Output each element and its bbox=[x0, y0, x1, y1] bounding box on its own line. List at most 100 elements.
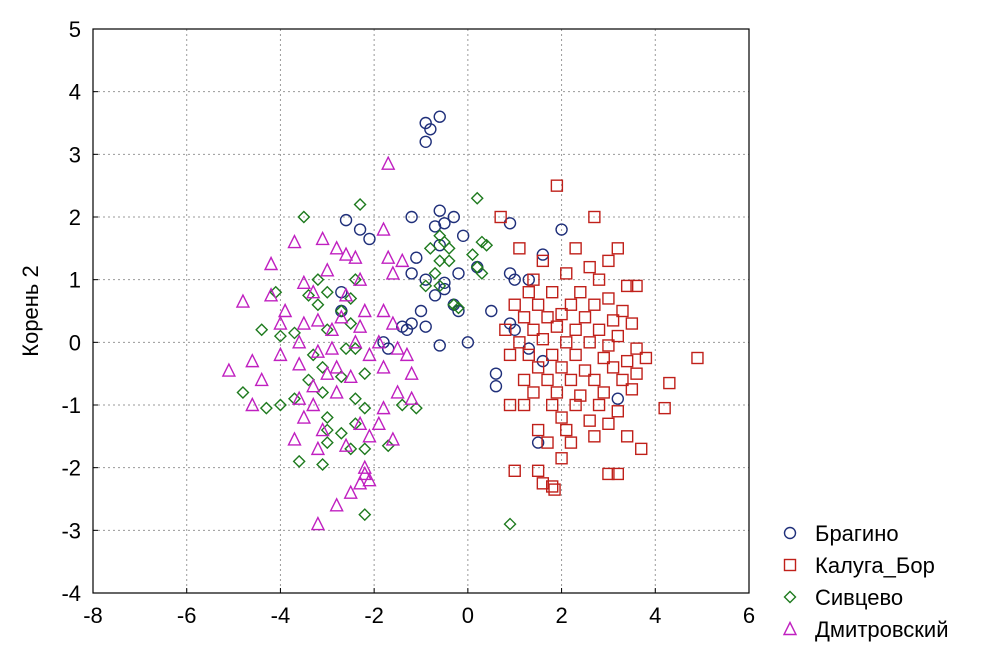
data-point bbox=[691, 351, 704, 365]
data-point bbox=[277, 302, 293, 318]
data-point bbox=[588, 373, 601, 387]
data-point bbox=[550, 386, 564, 399]
y-axis-ticks: -4 -3 -2 -1 0 1 2 3 4 5 bbox=[61, 17, 98, 606]
data-point bbox=[583, 336, 596, 349]
data-point bbox=[273, 398, 287, 412]
data-point bbox=[438, 282, 451, 296]
data-point bbox=[536, 354, 550, 368]
data-point bbox=[620, 354, 634, 368]
data-point bbox=[588, 430, 601, 443]
data-point bbox=[292, 454, 306, 468]
data-point bbox=[451, 301, 465, 315]
data-point bbox=[423, 241, 437, 255]
y-tick-label: -1 bbox=[61, 393, 81, 418]
data-point bbox=[433, 204, 446, 217]
data-point bbox=[442, 241, 456, 255]
data-point bbox=[546, 398, 559, 412]
data-point bbox=[550, 179, 564, 192]
data-point bbox=[410, 251, 423, 264]
data-point bbox=[611, 329, 624, 343]
y-tick-label: -2 bbox=[61, 456, 81, 481]
data-point bbox=[555, 361, 568, 374]
legend: Брагино Калуга_Бор Сивцево Дмитровский bbox=[782, 521, 949, 642]
data-point bbox=[522, 286, 535, 299]
data-point bbox=[546, 286, 559, 299]
data-point bbox=[442, 254, 456, 268]
data-point bbox=[254, 371, 269, 387]
data-point bbox=[348, 392, 362, 406]
data-point bbox=[352, 271, 368, 286]
data-point bbox=[255, 323, 269, 337]
data-point bbox=[536, 254, 550, 268]
data-point bbox=[517, 398, 531, 412]
data-point bbox=[357, 302, 372, 318]
x-tick-label: 4 bbox=[649, 603, 661, 628]
data-point bbox=[343, 484, 358, 499]
y-tick-label: 2 bbox=[69, 205, 81, 230]
y-tick-label: 5 bbox=[69, 17, 81, 42]
data-point bbox=[362, 472, 377, 487]
data-point bbox=[316, 458, 330, 472]
data-point bbox=[428, 266, 442, 280]
data-point bbox=[324, 321, 340, 336]
data-point bbox=[302, 373, 316, 387]
x-tick-label: 2 bbox=[555, 603, 567, 628]
data-point bbox=[517, 373, 531, 387]
grid-lines bbox=[93, 29, 749, 593]
data-point bbox=[592, 273, 606, 286]
legend-label: Дмитровский bbox=[815, 617, 949, 642]
data-point bbox=[263, 287, 279, 302]
data-point bbox=[508, 323, 521, 336]
data-point bbox=[310, 343, 326, 358]
data-point bbox=[541, 436, 554, 449]
data-point bbox=[555, 452, 568, 465]
data-point bbox=[433, 110, 446, 123]
data-point bbox=[578, 364, 592, 377]
data-point bbox=[513, 242, 526, 255]
data-point bbox=[438, 276, 451, 289]
data-point bbox=[447, 210, 460, 224]
data-point bbox=[611, 405, 624, 418]
data-point bbox=[503, 217, 517, 230]
data-point bbox=[433, 339, 446, 352]
data-point bbox=[404, 365, 419, 380]
data-point bbox=[316, 360, 330, 374]
data-point bbox=[602, 417, 615, 430]
data-point bbox=[625, 317, 639, 330]
y-tick-label: 3 bbox=[69, 142, 81, 167]
data-point bbox=[517, 311, 531, 324]
data-point bbox=[564, 373, 578, 387]
data-point bbox=[320, 262, 335, 277]
legend-label: Калуга_Бор bbox=[815, 553, 935, 578]
data-point bbox=[273, 329, 287, 343]
data-point bbox=[316, 385, 330, 399]
data-point bbox=[335, 286, 348, 299]
data-point bbox=[452, 267, 465, 280]
data-point bbox=[376, 221, 391, 236]
data-point bbox=[263, 255, 279, 271]
data-point bbox=[352, 415, 368, 430]
data-point bbox=[592, 323, 606, 336]
data-point bbox=[663, 376, 676, 390]
data-point bbox=[405, 210, 418, 224]
data-point bbox=[348, 334, 363, 349]
y-tick-label: 1 bbox=[69, 268, 81, 293]
data-point bbox=[485, 304, 498, 318]
data-point bbox=[292, 356, 307, 371]
data-point bbox=[371, 415, 386, 430]
data-point bbox=[334, 370, 348, 384]
data-point bbox=[569, 242, 582, 255]
data-point bbox=[338, 246, 354, 261]
data-point bbox=[503, 267, 517, 280]
y-tick-label: 0 bbox=[69, 330, 81, 355]
data-point bbox=[461, 336, 475, 349]
data-point bbox=[625, 383, 639, 396]
data-point bbox=[522, 342, 535, 355]
data-point bbox=[399, 346, 415, 362]
data-point bbox=[555, 411, 568, 424]
data-point bbox=[409, 401, 423, 415]
data-point bbox=[541, 373, 554, 387]
x-tick-label: -6 bbox=[177, 603, 197, 628]
data-point bbox=[503, 398, 517, 412]
data-point bbox=[381, 249, 396, 264]
